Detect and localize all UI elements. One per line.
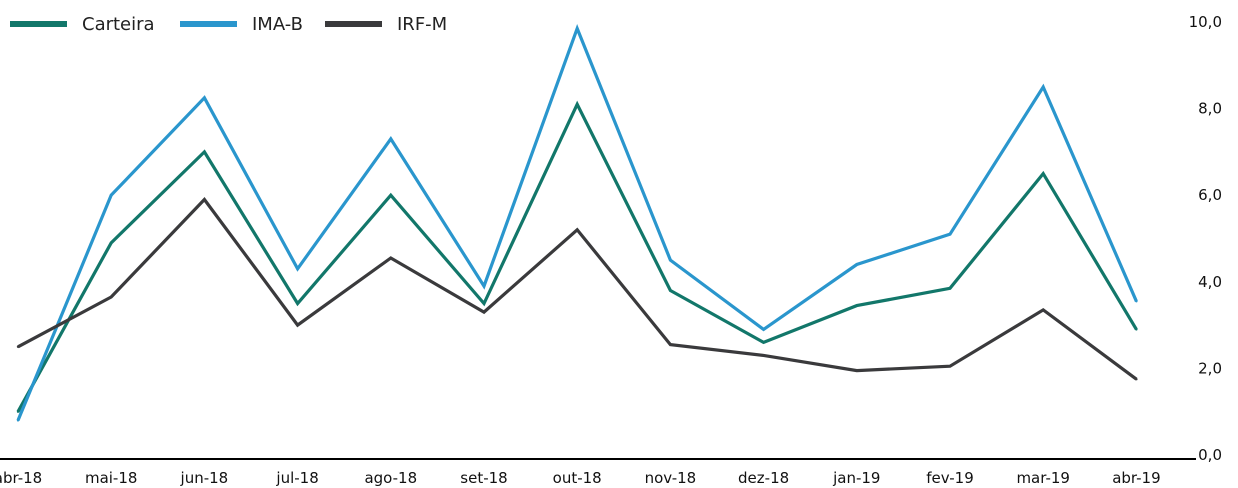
data-point-carteira-1 [110,241,113,244]
data-point-carteira-10 [948,287,952,290]
data-point-carteira-4 [389,194,392,197]
data-point-ima-b-10 [948,233,952,236]
data-point-irf-m-9 [855,369,858,372]
data-point-irf-m-3 [296,323,299,327]
data-point-ima-b-3 [296,267,299,270]
x-tick-label: jul-18 [275,469,318,487]
x-tick-label: jun-18 [180,469,229,487]
data-point-ima-b-5 [482,284,486,288]
data-point-irf-m-12 [1135,378,1138,381]
data-point-irf-m-7 [669,343,672,346]
data-point-ima-b-11 [1042,85,1045,89]
data-point-irf-m-11 [1042,308,1045,312]
y-tick-label: 2,0 [1198,359,1222,377]
data-point-irf-m-4 [389,256,392,260]
legend-swatch-irf-m [325,21,382,27]
data-point-ima-b-4 [389,137,392,141]
series-line-ima-b [16,24,1138,422]
data-point-irf-m-8 [762,354,765,357]
data-point-ima-b-0 [16,419,20,422]
x-tick-label: fev-19 [926,469,973,487]
data-point-carteira-2 [203,150,206,154]
data-point-carteira-12 [1135,328,1138,331]
x-tick-label: abr-18 [0,469,42,487]
data-point-ima-b-7 [669,258,672,262]
data-point-carteira-9 [855,304,858,307]
x-tick-labels: abr-18 mai-18 jun-18 jul-18 ago-18 set-18 out-… [0,469,1161,487]
data-point-carteira-6 [576,103,579,106]
legend-label-irf-m: IRF-M [397,14,447,35]
data-point-carteira-5 [482,302,486,305]
legend-swatch-carteira [10,21,67,27]
y-tick-label: 0,0 [1198,446,1222,464]
x-tick-label: mar-19 [1016,469,1070,487]
series-layer [16,24,1138,422]
data-point-carteira-3 [296,302,299,305]
legend-label-carteira: Carteira [82,14,155,35]
data-point-carteira-11 [1042,172,1045,175]
y-tick-label: 6,0 [1198,186,1222,204]
y-tick-label: 10,0 [1189,13,1222,31]
y-tick-label: 8,0 [1198,100,1222,118]
data-point-irf-m-2 [203,198,206,201]
data-point-carteira-7 [669,289,672,292]
data-point-irf-m-5 [482,310,486,314]
data-point-ima-b-1 [110,194,113,197]
data-point-ima-b-2 [203,96,206,100]
data-point-irf-m-0 [16,345,20,348]
x-tick-label: out-18 [553,469,602,487]
data-point-irf-m-1 [110,295,113,299]
data-point-carteira-8 [762,341,765,344]
legend-swatch-ima-b [180,21,237,27]
data-point-irf-m-10 [948,365,952,368]
x-tick-label: ago-18 [364,469,417,487]
data-point-ima-b-8 [762,328,765,331]
data-point-irf-m-6 [576,228,579,231]
data-point-ima-b-12 [1135,300,1138,303]
x-tick-label: set-18 [460,469,507,487]
y-tick-labels: 0,0 2,0 4,0 6,0 8,0 10,0 [1189,13,1222,464]
x-tick-label: abr-19 [1112,469,1160,487]
data-point-ima-b-6 [576,27,579,30]
series-line-carteira [16,100,1138,413]
series-line-irf-m [17,197,1138,381]
x-tick-label: nov-18 [645,469,697,487]
data-point-ima-b-9 [855,263,858,266]
legend: Carteira IMA-B IRF-M [10,14,447,35]
legend-label-ima-b: IMA-B [252,14,303,35]
x-tick-label: mai-18 [85,469,137,487]
y-tick-label: 4,0 [1198,273,1222,291]
x-tick-label: dez-18 [738,469,789,487]
x-tick-label: jan-19 [832,469,880,487]
data-point-carteira-0 [16,410,20,413]
